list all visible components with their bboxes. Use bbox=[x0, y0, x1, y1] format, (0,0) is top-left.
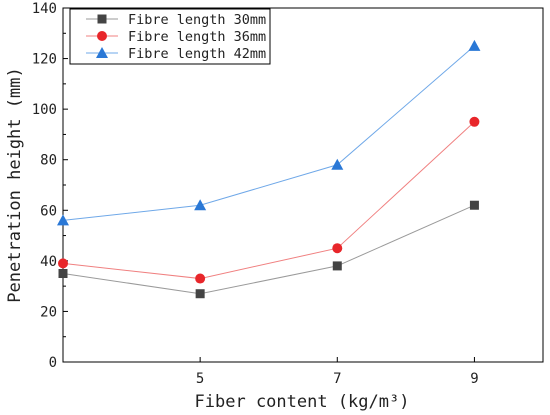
series-layer bbox=[57, 39, 481, 299]
y-tick-label: 20 bbox=[40, 304, 57, 320]
legend-label: Fibre length 42mm bbox=[128, 46, 266, 62]
y-tick-label: 40 bbox=[40, 254, 57, 270]
marker-square bbox=[97, 14, 107, 24]
legend-entry: Fibre length 30mm bbox=[86, 12, 266, 28]
marker-circle bbox=[58, 258, 68, 269]
y-tick-label: 60 bbox=[40, 203, 57, 219]
series-line bbox=[62, 121, 475, 280]
marker-circle bbox=[195, 273, 206, 284]
marker-circle bbox=[97, 31, 107, 41]
legend-entry: Fibre length 42mm bbox=[86, 46, 266, 62]
legend-label: Fibre length 30mm bbox=[128, 12, 266, 28]
legend-entry: Fibre length 36mm bbox=[86, 29, 266, 45]
marker-triangle bbox=[331, 158, 344, 170]
marker-square bbox=[332, 261, 342, 271]
x-tick-label: 7 bbox=[333, 371, 341, 387]
y-axis-label: Penetration height (mm) bbox=[5, 67, 25, 302]
marker-triangle bbox=[96, 47, 108, 58]
series-3 bbox=[57, 39, 481, 226]
series-line bbox=[62, 204, 475, 295]
y-tick-label: 140 bbox=[32, 1, 57, 17]
marker-square bbox=[195, 289, 205, 299]
marker-triangle bbox=[194, 199, 207, 211]
y-tick-label: 120 bbox=[32, 52, 57, 68]
x-tick-label: 5 bbox=[196, 371, 204, 387]
x-axis-label: Fiber content (kg/m³) bbox=[195, 392, 410, 412]
marker-circle bbox=[469, 116, 480, 127]
legend-label: Fibre length 36mm bbox=[128, 29, 266, 45]
marker-circle bbox=[332, 243, 343, 254]
series-1 bbox=[58, 200, 479, 299]
series-line bbox=[62, 45, 475, 221]
marker-square bbox=[58, 269, 68, 278]
y-tick-label: 80 bbox=[40, 153, 57, 169]
x-tick-label: 9 bbox=[470, 371, 478, 387]
y-tick-label: 100 bbox=[32, 102, 57, 118]
y-tick-label: 0 bbox=[49, 355, 57, 371]
series-2 bbox=[58, 116, 480, 284]
axes: 0 20 40 60 80 100 120 140 5 7 9 bbox=[32, 1, 544, 387]
marker-square bbox=[469, 200, 479, 210]
marker-triangle bbox=[57, 214, 69, 226]
marker-triangle bbox=[468, 39, 481, 51]
